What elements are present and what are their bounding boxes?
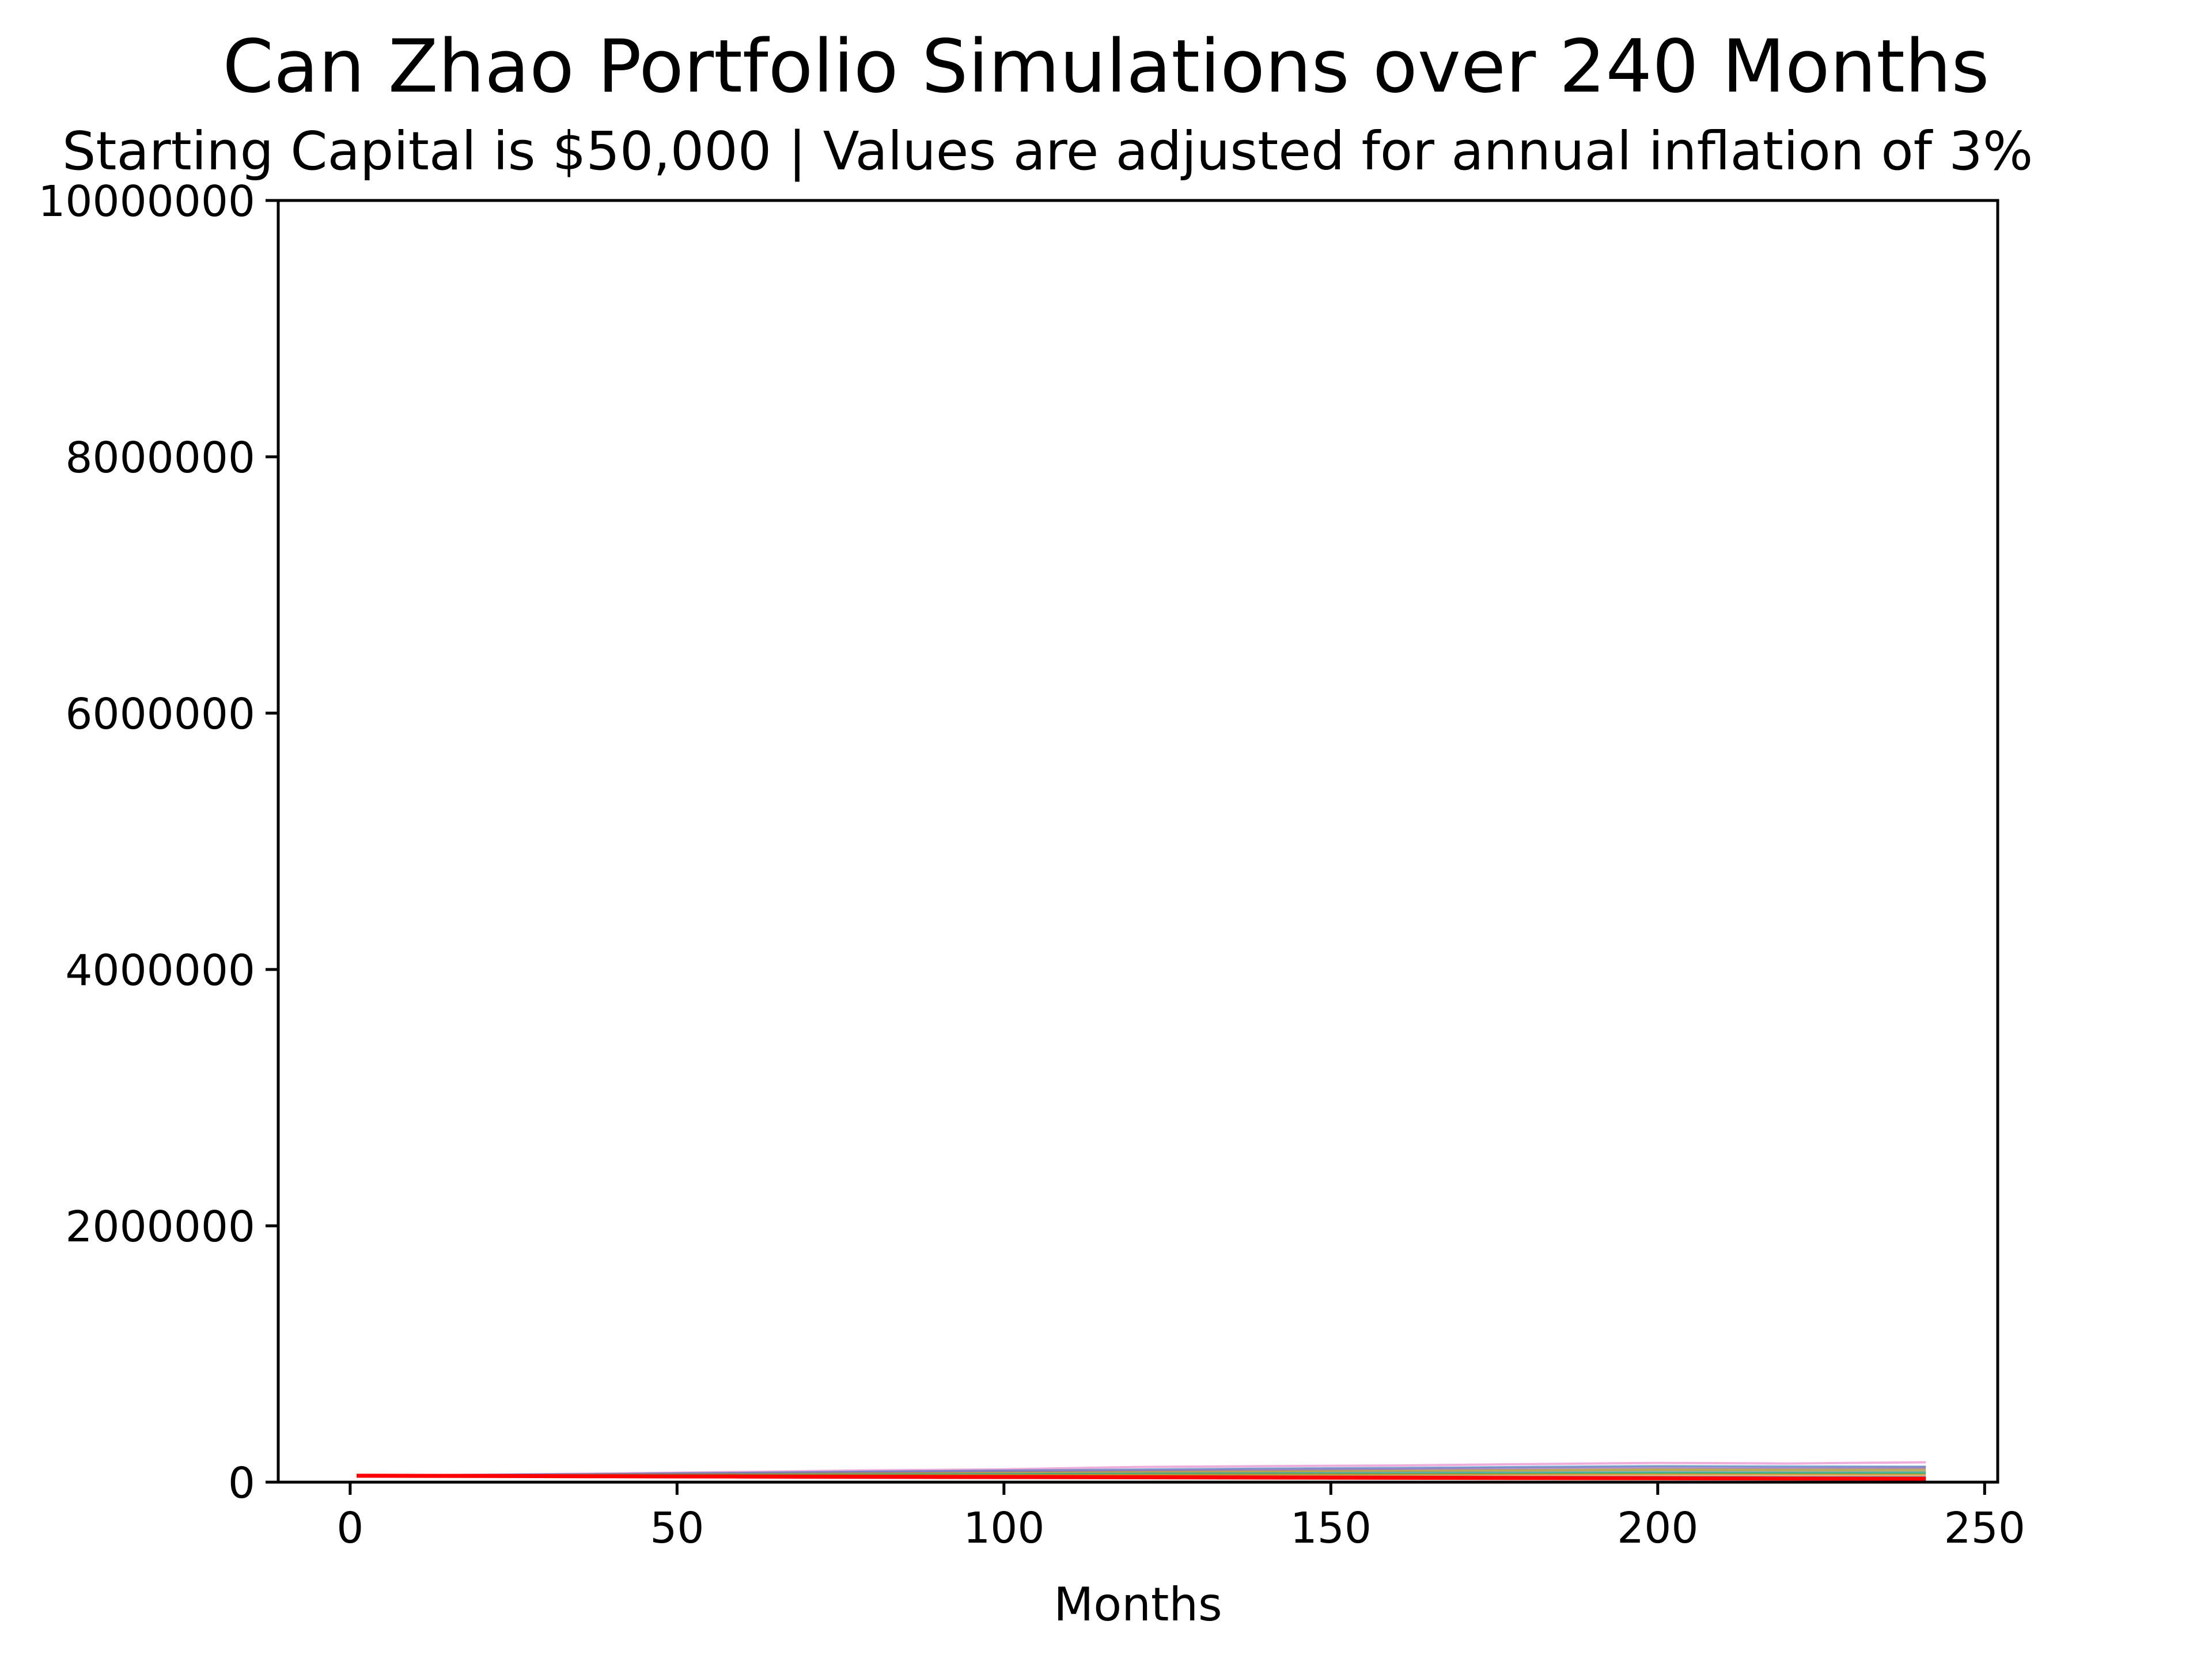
x-tick-label: 200	[1617, 1503, 1698, 1553]
y-tick-label: 4000000	[65, 946, 255, 995]
x-tick-label: 250	[1944, 1503, 2025, 1553]
y-tick-label: 10000000	[38, 177, 255, 226]
series-line-11	[357, 1474, 1926, 1481]
y-axis: 0 2000000 4000000 6000000 8000000 10000000	[38, 177, 278, 1508]
chart-subtitle: Starting Capital is $50,000 | Values are…	[62, 120, 2033, 182]
x-tick-label: 150	[1290, 1503, 1372, 1553]
y-tick-label: 0	[228, 1459, 255, 1508]
y-tick-label: 8000000	[65, 433, 255, 483]
y-tick-label: 6000000	[65, 690, 255, 739]
x-axis-label: Months	[1054, 1578, 1222, 1631]
x-tick-label: 50	[650, 1503, 704, 1553]
x-tick-label: 0	[336, 1503, 363, 1553]
x-axis: 0 50 100 150 200 250	[336, 1482, 2025, 1553]
chart-title: Can Zhao Portfolio Simulations over 240 …	[222, 24, 1990, 109]
plot-frame	[276, 199, 1999, 1484]
y-tick-label: 2000000	[65, 1202, 255, 1252]
series-group	[357, 1461, 1926, 1481]
x-tick-label: 100	[963, 1503, 1044, 1553]
